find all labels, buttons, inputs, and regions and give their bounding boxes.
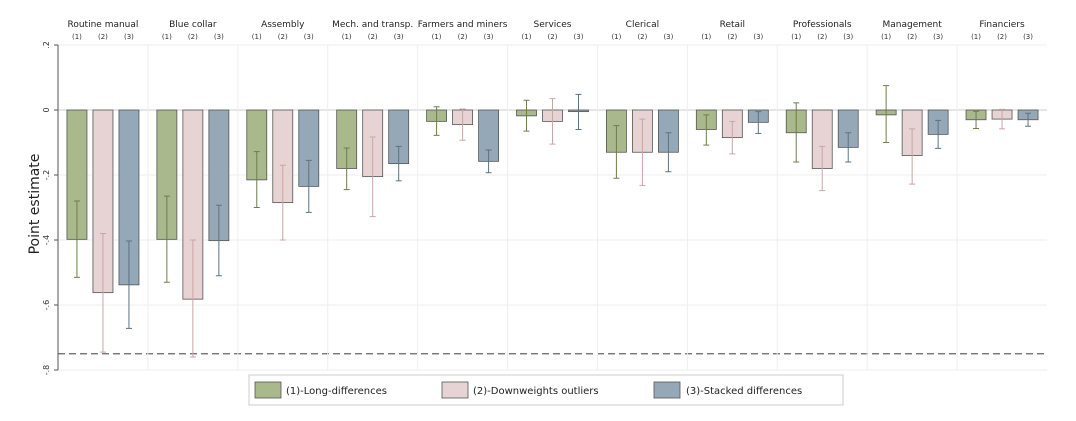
y-tick-label: -.2 (42, 170, 51, 181)
legend-swatch (254, 381, 282, 399)
spec-label: (1) (791, 33, 801, 41)
spec-label: (2) (637, 33, 647, 41)
spec-label: (1) (162, 33, 172, 41)
spec-label: (3) (753, 33, 763, 41)
spec-label: (3) (304, 33, 314, 41)
y-tick-label: -.6 (42, 300, 51, 311)
legend-label: (3)-Stacked differences (686, 386, 802, 397)
spec-label: (3) (394, 33, 404, 41)
y-axis-title: Point estimate (27, 154, 43, 255)
legend-label: (1)-Long-differences (286, 386, 387, 397)
spec-label: (3) (933, 33, 943, 41)
spec-label: (2) (727, 33, 737, 41)
spec-label: (2) (188, 33, 198, 41)
spec-label: (1) (881, 33, 891, 41)
legend-swatch (653, 381, 681, 399)
category-label: Routine manual (68, 20, 139, 30)
y-tick-label: 0 (42, 107, 51, 112)
spec-label: (2) (278, 33, 288, 41)
spec-label: (2) (997, 33, 1007, 41)
legend-label: (2)-Downweights outliers (473, 386, 599, 397)
spec-label: (3) (843, 33, 853, 41)
spec-label: (3) (214, 33, 224, 41)
spec-label: (1) (252, 33, 262, 41)
spec-label: (2) (817, 33, 827, 41)
category-label: Management (882, 20, 942, 30)
spec-label: (2) (907, 33, 917, 41)
spec-label: (3) (1023, 33, 1033, 41)
category-label: Mech. and transp. (332, 20, 413, 30)
spec-label: (1) (432, 33, 442, 41)
category-label: Professionals (793, 20, 852, 30)
spec-label: (3) (484, 33, 494, 41)
category-label: Farmers and miners (418, 20, 508, 30)
y-axis: -.8 -.6 -.4 -.2 0 .2 (42, 41, 59, 376)
spec-label: (2) (548, 33, 558, 41)
spec-label: (2) (458, 33, 468, 41)
legend-box (248, 374, 844, 406)
category-label: Services (534, 20, 572, 30)
grid-layer (58, 44, 1047, 371)
legend: (1)-Long-differences (2)-Downweights outl… (248, 374, 844, 406)
spec-label: (1) (72, 33, 82, 41)
spec-label: (2) (98, 33, 108, 41)
bars-layer (66, 85, 1039, 358)
spec-label: (3) (663, 33, 673, 41)
spec-label: (3) (574, 33, 584, 41)
category-label: Retail (720, 20, 745, 30)
spec-label: (1) (971, 33, 981, 41)
spec-label: (3) (124, 33, 134, 41)
category-label: Financiers (979, 20, 1025, 30)
y-tick-label: .2 (42, 41, 51, 49)
category-label: Blue collar (169, 20, 217, 30)
legend-swatch (441, 381, 469, 399)
spec-label: (1) (522, 33, 532, 41)
category-label: Clerical (626, 20, 660, 30)
y-tick-label: -.8 (42, 365, 51, 376)
spec-label: (1) (701, 33, 711, 41)
spec-label: (1) (611, 33, 621, 41)
category-label: Assembly (261, 20, 305, 30)
y-tick-label: -.4 (42, 235, 51, 246)
spec-label: (2) (368, 33, 378, 41)
category-panels: Routine manual (1) (2) (3) Blue collar (1) (2)… (68, 20, 1033, 370)
spec-label: (1) (342, 33, 352, 41)
